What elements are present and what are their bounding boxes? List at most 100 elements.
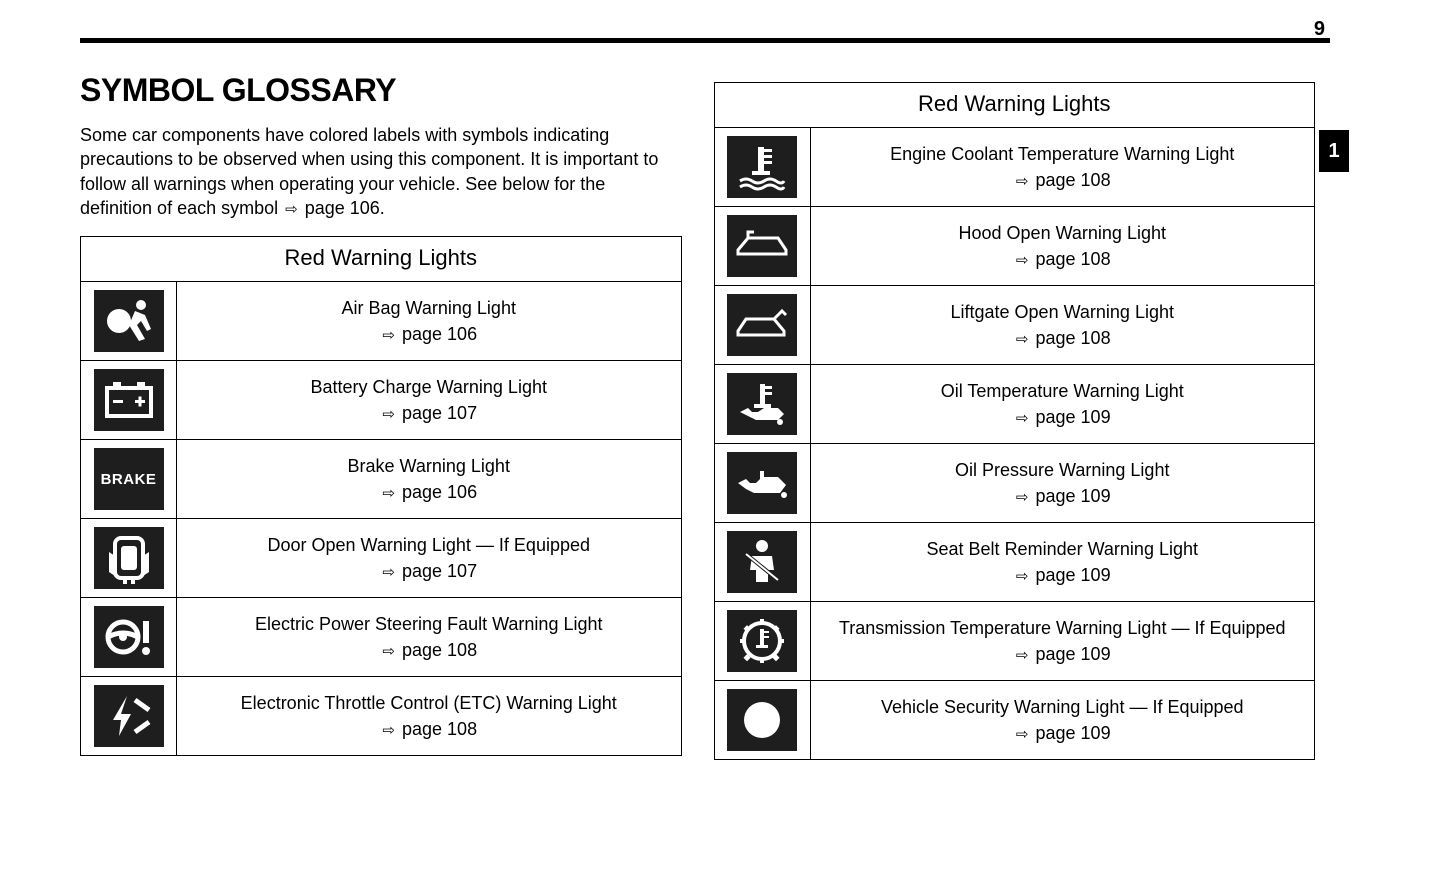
glossary-row: Electronic Throttle Control (ETC) Warnin… <box>81 677 682 756</box>
arrow-icon: ⇨ <box>1014 724 1031 746</box>
glossary-desc: Door Open Warning Light — If Equipped⇨ p… <box>177 519 682 598</box>
warning-light-label: Oil Temperature Warning Light <box>819 378 1307 404</box>
glossary-row: Seat Belt Reminder Warning Light⇨ page 1… <box>714 523 1315 602</box>
security-icon <box>727 689 797 751</box>
page-reference: ⇨ page 108 <box>185 716 673 742</box>
warning-light-label: Hood Open Warning Light <box>819 220 1307 246</box>
page-reference: ⇨ page 108 <box>185 637 673 663</box>
page-ref-text: page 107 <box>397 561 477 581</box>
glossary-desc: Battery Charge Warning Light⇨ page 107 <box>177 361 682 440</box>
warning-light-label: Door Open Warning Light — If Equipped <box>185 532 673 558</box>
glossary-desc: Seat Belt Reminder Warning Light⇨ page 1… <box>810 523 1315 602</box>
arrow-icon: ⇨ <box>1014 171 1031 193</box>
glossary-row: Engine Coolant Temperature Warning Light… <box>714 128 1315 207</box>
left-glossary-table: Red Warning Lights Air Bag Warning Light… <box>80 236 682 756</box>
arrow-icon: ⇨ <box>380 404 397 426</box>
warning-light-label: Electronic Throttle Control (ETC) Warnin… <box>185 690 673 716</box>
arrow-icon: ⇨ <box>1014 329 1031 351</box>
glossary-desc: Electric Power Steering Fault Warning Li… <box>177 598 682 677</box>
left-table-header: Red Warning Lights <box>81 237 682 282</box>
glossary-desc: Transmission Temperature Warning Light —… <box>810 602 1315 681</box>
left-column: SYMBOL GLOSSARY Some car components have… <box>80 72 682 760</box>
intro-paragraph: Some car components have colored labels … <box>80 123 682 220</box>
glossary-row: Hood Open Warning Light⇨ page 108 <box>714 207 1315 286</box>
page-reference: ⇨ page 109 <box>819 404 1307 430</box>
page-ref-text: page 109 <box>1031 407 1111 427</box>
glossary-row: BRAKEBrake Warning Light⇨ page 106 <box>81 440 682 519</box>
arrow-icon: ⇨ <box>1014 566 1031 588</box>
oiltemp-icon-cell <box>714 365 810 444</box>
door-icon <box>94 527 164 589</box>
seatbelt-icon-cell <box>714 523 810 602</box>
glossary-row: Liftgate Open Warning Light⇨ page 108 <box>714 286 1315 365</box>
arrow-icon: ⇨ <box>1014 408 1031 430</box>
arrow-icon: ⇨ <box>1014 487 1031 509</box>
etc-icon <box>94 685 164 747</box>
page-reference: ⇨ page 106 <box>185 321 673 347</box>
arrow-icon: ⇨ <box>380 483 397 505</box>
oilpressure-icon <box>727 452 797 514</box>
page-content: SYMBOL GLOSSARY Some car components have… <box>80 72 1315 760</box>
brake-icon: BRAKE <box>94 448 164 510</box>
warning-light-label: Battery Charge Warning Light <box>185 374 673 400</box>
oiltemp-icon <box>727 373 797 435</box>
arrow-icon: ⇨ <box>380 325 397 347</box>
intro-page-ref: page 106. <box>305 198 385 218</box>
page-ref-text: page 109 <box>1031 644 1111 664</box>
glossary-desc: Engine Coolant Temperature Warning Light… <box>810 128 1315 207</box>
page-ref-text: page 108 <box>397 640 477 660</box>
arrow-icon: ⇨ <box>380 720 397 742</box>
airbag-icon-cell <box>81 282 177 361</box>
warning-light-label: Oil Pressure Warning Light <box>819 457 1307 483</box>
warning-light-label: Engine Coolant Temperature Warning Light <box>819 141 1307 167</box>
door-icon-cell <box>81 519 177 598</box>
page-ref-text: page 109 <box>1031 565 1111 585</box>
glossary-row: Electric Power Steering Fault Warning Li… <box>81 598 682 677</box>
liftgate-icon <box>727 294 797 356</box>
glossary-row: Transmission Temperature Warning Light —… <box>714 602 1315 681</box>
glossary-desc: Hood Open Warning Light⇨ page 108 <box>810 207 1315 286</box>
page-ref-text: page 107 <box>397 403 477 423</box>
steering-icon <box>94 606 164 668</box>
glossary-desc: Electronic Throttle Control (ETC) Warnin… <box>177 677 682 756</box>
steering-icon-cell <box>81 598 177 677</box>
page-rule <box>80 38 1330 43</box>
glossary-row: Air Bag Warning Light⇨ page 106 <box>81 282 682 361</box>
glossary-desc: Liftgate Open Warning Light⇨ page 108 <box>810 286 1315 365</box>
warning-light-label: Vehicle Security Warning Light — If Equi… <box>819 694 1307 720</box>
page-reference: ⇨ page 109 <box>819 562 1307 588</box>
page-ref-text: page 108 <box>1031 328 1111 348</box>
glossary-desc: Oil Pressure Warning Light⇨ page 109 <box>810 444 1315 523</box>
glossary-row: Oil Temperature Warning Light⇨ page 109 <box>714 365 1315 444</box>
liftgate-icon-cell <box>714 286 810 365</box>
page-ref-text: page 109 <box>1031 723 1111 743</box>
hood-icon-cell <box>714 207 810 286</box>
page-ref-text: page 108 <box>1031 249 1111 269</box>
glossary-desc: Vehicle Security Warning Light — If Equi… <box>810 681 1315 760</box>
right-table-header: Red Warning Lights <box>714 83 1315 128</box>
warning-light-label: Transmission Temperature Warning Light —… <box>819 615 1307 641</box>
page-reference: ⇨ page 109 <box>819 483 1307 509</box>
oilpressure-icon-cell <box>714 444 810 523</box>
brake-icon-cell: BRAKE <box>81 440 177 519</box>
section-tab: 1 <box>1319 130 1349 172</box>
warning-light-label: Air Bag Warning Light <box>185 295 673 321</box>
airbag-icon <box>94 290 164 352</box>
arrow-icon: ⇨ <box>380 641 397 663</box>
warning-light-label: Brake Warning Light <box>185 453 673 479</box>
page-ref-text: page 106 <box>397 324 477 344</box>
glossary-row: Battery Charge Warning Light⇨ page 107 <box>81 361 682 440</box>
page-reference: ⇨ page 108 <box>819 246 1307 272</box>
page-reference: ⇨ page 107 <box>185 558 673 584</box>
page-title: SYMBOL GLOSSARY <box>80 72 682 109</box>
warning-light-label: Electric Power Steering Fault Warning Li… <box>185 611 673 637</box>
page-ref-text: page 108 <box>397 719 477 739</box>
hood-icon <box>727 215 797 277</box>
page-reference: ⇨ page 107 <box>185 400 673 426</box>
battery-icon <box>94 369 164 431</box>
seatbelt-icon <box>727 531 797 593</box>
glossary-desc: Oil Temperature Warning Light⇨ page 109 <box>810 365 1315 444</box>
glossary-desc: Brake Warning Light⇨ page 106 <box>177 440 682 519</box>
page-reference: ⇨ page 106 <box>185 479 673 505</box>
warning-light-label: Seat Belt Reminder Warning Light <box>819 536 1307 562</box>
